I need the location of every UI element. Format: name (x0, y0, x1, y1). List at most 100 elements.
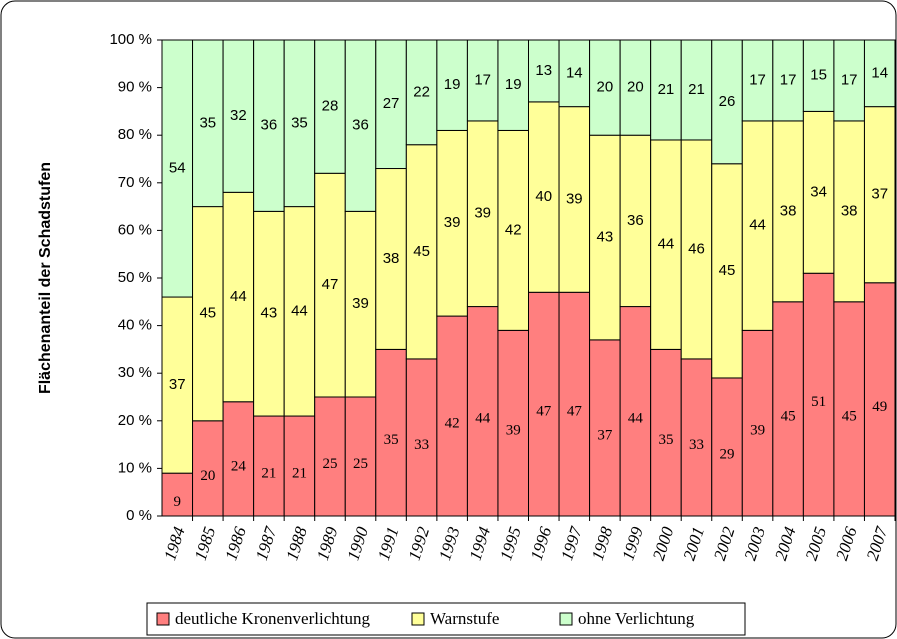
bar-segment (650, 39, 682, 141)
y-tick-label: 50 % (118, 269, 152, 286)
data-label: 35 (658, 432, 673, 448)
y-tick-label: 10 % (118, 459, 152, 476)
data-label: 43 (261, 305, 278, 322)
bar-segment (650, 348, 682, 517)
y-tick-label: 90 % (118, 79, 152, 96)
data-label: 20 (627, 79, 644, 96)
data-label: 40 (535, 188, 552, 205)
y-tick-label: 40 % (118, 317, 152, 334)
bar-segment (344, 396, 377, 517)
bar-segment (619, 134, 652, 308)
data-label: 13 (535, 62, 552, 79)
data-label: 35 (291, 114, 308, 131)
data-label: 21 (658, 81, 675, 98)
data-label: 19 (444, 76, 461, 93)
data-label: 39 (750, 423, 765, 439)
bar-segment (405, 39, 438, 146)
bar-segment (283, 39, 316, 208)
bar-segment (772, 39, 804, 122)
data-label: 17 (780, 71, 797, 88)
data-label: 38 (780, 202, 797, 219)
y-axis-label: Flächenanteil der Schadstufen (37, 162, 54, 394)
data-label: 21 (261, 465, 276, 481)
data-label: 20 (597, 79, 614, 96)
legend-label: Warnstufe (430, 609, 499, 628)
data-label: 42 (505, 221, 522, 238)
data-label: 44 (230, 288, 247, 305)
data-label: 14 (871, 64, 888, 81)
bar-segment (558, 291, 591, 517)
data-label: 39 (506, 423, 521, 439)
bar-segment (863, 106, 896, 284)
legend-box (146, 602, 746, 636)
bar-segment (863, 282, 896, 517)
bar-segment (711, 39, 743, 165)
bar-segment (619, 39, 652, 136)
data-label: 44 (291, 302, 308, 319)
data-label: 17 (749, 71, 766, 88)
data-label: 27 (383, 95, 400, 112)
bar-segment (436, 315, 468, 517)
data-label: 29 (720, 446, 735, 462)
bar-segment (711, 163, 743, 379)
bar-segment (650, 139, 682, 350)
bar-segment (375, 168, 407, 350)
data-label: 51 (811, 394, 826, 410)
bar-segment (253, 39, 285, 212)
bar-segment (711, 377, 743, 517)
data-label: 38 (383, 250, 400, 267)
data-label: 28 (322, 98, 339, 115)
data-label: 17 (474, 71, 491, 88)
bar-segment (528, 39, 560, 103)
data-label: 21 (292, 465, 307, 481)
bar-segment (314, 172, 346, 398)
data-label: 20 (200, 468, 215, 484)
data-label: 45 (199, 305, 216, 322)
data-label: 36 (627, 212, 644, 229)
data-label: 44 (628, 411, 644, 427)
data-label: 49 (872, 399, 887, 415)
y-tick-label: 20 % (118, 412, 152, 429)
bar-segment (436, 39, 468, 131)
bar-segment (558, 39, 591, 108)
data-label: 33 (689, 437, 704, 453)
data-label: 39 (566, 190, 583, 207)
bar-segment (741, 39, 774, 122)
data-label: 19 (505, 76, 522, 93)
data-label: 44 (749, 217, 766, 234)
y-tick-label: 60 % (118, 221, 152, 238)
data-label: 43 (597, 229, 614, 246)
bar-segment (253, 415, 285, 517)
data-label: 38 (841, 202, 858, 219)
data-label: 24 (231, 458, 247, 474)
data-label: 26 (719, 93, 736, 110)
data-label: 42 (445, 415, 460, 431)
data-label: 39 (352, 295, 369, 312)
bar-segment (833, 301, 865, 517)
bar-segment (161, 296, 194, 474)
bar-segment (528, 101, 560, 293)
data-label: 37 (871, 186, 888, 203)
bar-segment (741, 120, 774, 331)
bar-segment (802, 39, 835, 112)
bar-segment (497, 39, 530, 131)
legend-label: deutliche Kronenverlichtung (175, 609, 370, 628)
data-label: 32 (230, 107, 247, 124)
data-label: 33 (414, 437, 429, 453)
data-label: 14 (566, 64, 583, 81)
data-label: 36 (352, 117, 369, 134)
bar-segment (314, 39, 346, 174)
data-label: 37 (597, 427, 613, 443)
data-label: 15 (810, 67, 827, 84)
data-label: 36 (261, 117, 278, 134)
bar-segment (192, 206, 224, 422)
data-label: 54 (169, 159, 186, 176)
data-label: 25 (353, 456, 368, 472)
bar-segment (680, 358, 713, 517)
data-label: 35 (384, 432, 399, 448)
bar-segment (466, 39, 499, 122)
data-label: 45 (413, 243, 430, 260)
bar-segment (680, 139, 713, 360)
data-label: 47 (567, 404, 583, 420)
bar-segment (863, 39, 896, 108)
